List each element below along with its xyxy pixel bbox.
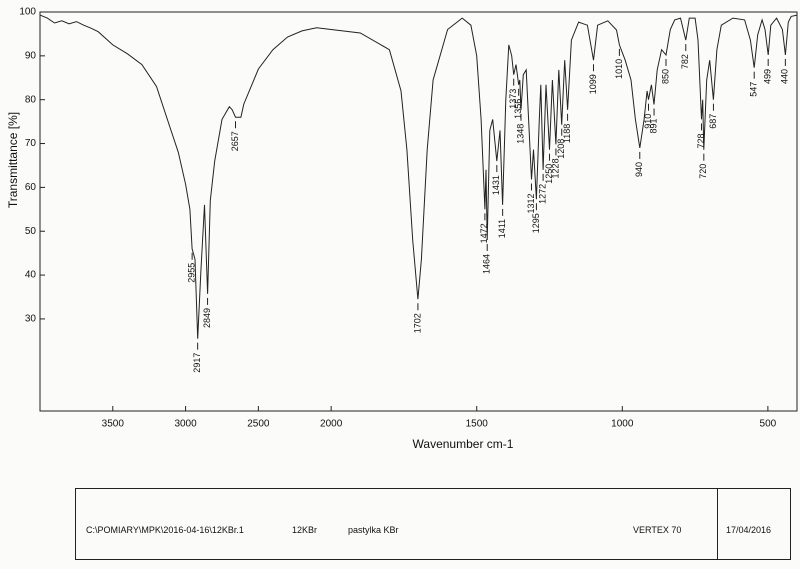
y-tick-label: 70 xyxy=(25,138,37,149)
y-tick-label: 30 xyxy=(25,314,37,325)
peak-label: 891 xyxy=(648,119,658,134)
peak-label: 1431 xyxy=(491,175,501,195)
peak-label: 2657 xyxy=(230,131,240,151)
peak-label: 687 xyxy=(708,114,718,129)
peak-label: 1250 xyxy=(544,164,554,184)
y-tick-label: 40 xyxy=(25,270,37,281)
instrument: VERTEX 70 xyxy=(633,525,682,535)
peak-label: 720 xyxy=(698,164,708,179)
divider xyxy=(717,489,718,559)
x-axis-label: Wavenumber cm-1 xyxy=(413,437,514,451)
x-tick-label: 3000 xyxy=(174,419,197,430)
method: pastylka KBr xyxy=(348,525,399,535)
footer-box: C:\POMIARY\MPK\2016-04-16\12KBr.1 12KBr … xyxy=(75,488,791,560)
chart: Wavenumber cm-1 Transmittance [%] 30 40 50… xyxy=(6,7,798,451)
peak-label: 728 xyxy=(696,133,706,148)
peak-label: 1208 xyxy=(556,139,566,159)
peak-label: 1373 xyxy=(508,89,518,109)
peak-label: 940 xyxy=(634,162,644,177)
peak-label: 1348 xyxy=(515,124,525,144)
peak-label: 1356 xyxy=(513,99,523,119)
peak-label: 2955 xyxy=(187,263,197,283)
spectrum-line xyxy=(39,14,798,339)
peak-label: 782 xyxy=(680,54,690,69)
x-tick-label: 2500 xyxy=(247,419,270,430)
peak-label: 1099 xyxy=(588,74,598,94)
peak-label: 1188 xyxy=(562,124,572,143)
peak-label: 1472 xyxy=(479,223,489,243)
peak-label: 547 xyxy=(749,82,759,97)
peak-label: 1295 xyxy=(531,213,541,233)
date: 17/04/2016 xyxy=(726,525,772,535)
peak-label: 2849 xyxy=(202,308,212,328)
peak-label: 499 xyxy=(763,69,773,84)
x-tick-label: 3500 xyxy=(102,419,125,430)
peak-label: 1272 xyxy=(537,184,547,204)
y-tick-label: 50 xyxy=(25,226,37,237)
x-tick-label: 1000 xyxy=(611,419,634,430)
x-tick-label: 500 xyxy=(760,419,777,430)
x-tick-label: 2000 xyxy=(320,419,343,430)
plot-frame xyxy=(39,11,798,412)
peak-label: 1411 xyxy=(497,219,507,238)
sample-name: 12KBr xyxy=(292,525,318,535)
peak-label: 910 xyxy=(643,114,653,129)
peak-label: 1228 xyxy=(550,158,560,178)
y-axis-label: Transmittance [%] xyxy=(6,112,20,208)
y-tick-label: 60 xyxy=(25,182,37,193)
y-tick-label: 90 xyxy=(25,50,37,61)
peak-label: 1464 xyxy=(482,254,492,274)
y-tick-label: 80 xyxy=(25,94,37,105)
x-tick-label: 1500 xyxy=(466,419,489,430)
peak-label: 2917 xyxy=(192,353,202,373)
file-path: C:\POMIARY\MPK\2016-04-16\12KBr.1 xyxy=(86,525,244,535)
peak-label: 850 xyxy=(660,69,670,84)
peak-label: 1312 xyxy=(526,193,536,213)
y-tick-label: 100 xyxy=(19,7,36,18)
peak-label: 440 xyxy=(780,69,790,84)
peak-label: 1702 xyxy=(412,313,422,333)
peak-label: 1010 xyxy=(614,59,624,79)
